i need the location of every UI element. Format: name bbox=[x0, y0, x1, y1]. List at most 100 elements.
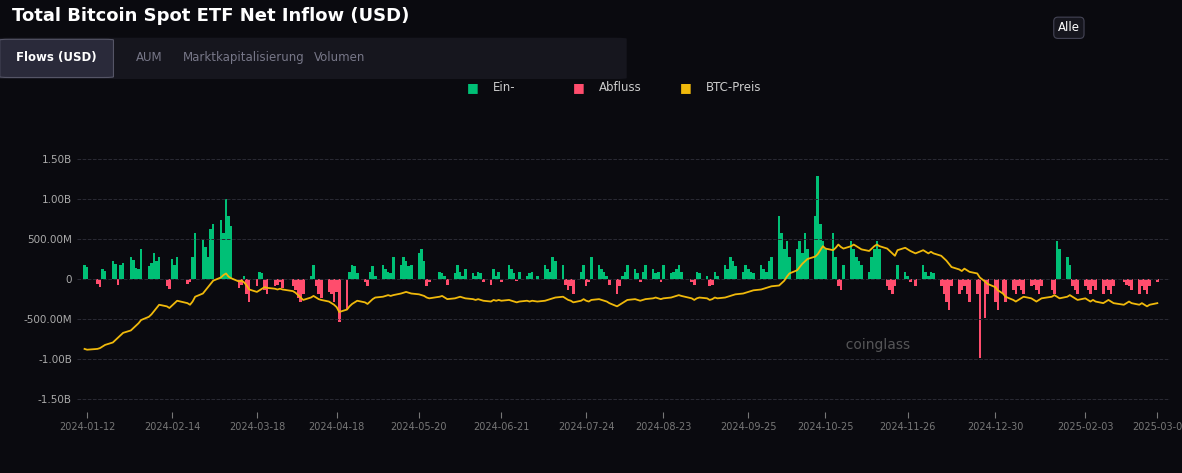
Bar bbox=[819, 225, 821, 279]
Bar bbox=[1128, 279, 1130, 286]
Bar bbox=[1014, 279, 1017, 294]
Bar bbox=[264, 279, 266, 289]
Bar bbox=[189, 279, 191, 282]
Bar bbox=[639, 279, 642, 282]
Bar bbox=[950, 279, 953, 286]
Bar bbox=[528, 273, 531, 279]
Bar bbox=[914, 279, 917, 286]
Bar bbox=[655, 273, 657, 279]
Bar bbox=[695, 272, 699, 279]
Bar bbox=[876, 241, 878, 279]
Bar bbox=[795, 249, 799, 279]
Bar bbox=[526, 276, 528, 279]
Bar bbox=[246, 279, 248, 294]
Bar bbox=[909, 279, 911, 282]
Bar bbox=[392, 256, 395, 279]
Bar bbox=[310, 276, 312, 279]
Bar bbox=[492, 269, 495, 279]
Bar bbox=[1143, 279, 1145, 289]
Bar bbox=[474, 276, 476, 279]
Bar bbox=[1030, 279, 1033, 286]
Bar bbox=[312, 264, 314, 279]
Bar bbox=[240, 279, 242, 285]
Bar bbox=[716, 276, 719, 279]
Bar bbox=[636, 273, 639, 279]
Bar bbox=[212, 225, 214, 279]
Bar bbox=[747, 269, 749, 279]
Bar bbox=[292, 279, 294, 286]
Bar bbox=[345, 279, 349, 309]
Bar bbox=[732, 261, 734, 279]
Bar bbox=[441, 273, 443, 279]
Bar bbox=[132, 260, 135, 279]
Bar bbox=[1038, 279, 1040, 294]
Bar bbox=[1125, 279, 1128, 285]
Bar bbox=[356, 273, 358, 279]
Bar bbox=[1095, 279, 1097, 289]
Bar bbox=[155, 261, 158, 279]
Bar bbox=[176, 256, 178, 279]
Bar bbox=[693, 279, 695, 285]
Bar bbox=[842, 264, 845, 279]
Bar bbox=[710, 279, 714, 285]
Bar bbox=[855, 256, 858, 279]
Bar bbox=[837, 279, 839, 286]
Bar bbox=[616, 279, 618, 294]
Bar bbox=[963, 279, 966, 286]
Bar bbox=[765, 272, 767, 279]
Bar bbox=[1005, 279, 1007, 302]
Bar bbox=[660, 279, 662, 282]
Bar bbox=[976, 279, 979, 294]
Bar bbox=[801, 253, 804, 279]
Bar bbox=[242, 276, 246, 279]
Bar bbox=[798, 241, 801, 279]
Bar bbox=[258, 272, 261, 279]
Text: Marktkapitalisierung: Marktkapitalisierung bbox=[183, 52, 305, 64]
Bar bbox=[544, 264, 546, 279]
Bar bbox=[279, 279, 281, 282]
Bar bbox=[1108, 279, 1110, 289]
Bar bbox=[314, 279, 317, 286]
Bar bbox=[1110, 279, 1112, 294]
Bar bbox=[580, 272, 583, 279]
Bar bbox=[891, 279, 894, 294]
Bar bbox=[1056, 241, 1058, 279]
Bar bbox=[508, 264, 511, 279]
Bar bbox=[99, 279, 102, 287]
Bar bbox=[1138, 279, 1141, 294]
Bar bbox=[832, 233, 834, 279]
Bar bbox=[227, 217, 229, 279]
Bar bbox=[139, 249, 142, 279]
Bar bbox=[382, 264, 384, 279]
Bar bbox=[209, 228, 212, 279]
Bar bbox=[852, 249, 855, 279]
Bar bbox=[191, 256, 194, 279]
Bar bbox=[387, 272, 389, 279]
Bar bbox=[806, 249, 808, 279]
Bar bbox=[1020, 279, 1022, 289]
Bar bbox=[371, 266, 374, 279]
Bar bbox=[1089, 279, 1092, 294]
Bar bbox=[1066, 256, 1069, 279]
Bar bbox=[961, 279, 963, 289]
Bar bbox=[670, 273, 673, 279]
Bar bbox=[204, 247, 207, 279]
Bar bbox=[839, 279, 842, 289]
Bar bbox=[1001, 279, 1005, 294]
Bar bbox=[621, 276, 623, 279]
Bar bbox=[814, 217, 817, 279]
Bar bbox=[220, 220, 222, 279]
Bar bbox=[996, 279, 999, 309]
Bar bbox=[804, 233, 806, 279]
Bar bbox=[225, 199, 227, 279]
Bar bbox=[402, 256, 405, 279]
Bar bbox=[742, 272, 745, 279]
Bar bbox=[870, 256, 873, 279]
Bar bbox=[320, 279, 323, 298]
Bar bbox=[675, 269, 677, 279]
Bar bbox=[456, 264, 459, 279]
Bar bbox=[957, 279, 961, 294]
Bar bbox=[266, 279, 268, 294]
Bar bbox=[476, 272, 480, 279]
Bar bbox=[868, 272, 870, 279]
